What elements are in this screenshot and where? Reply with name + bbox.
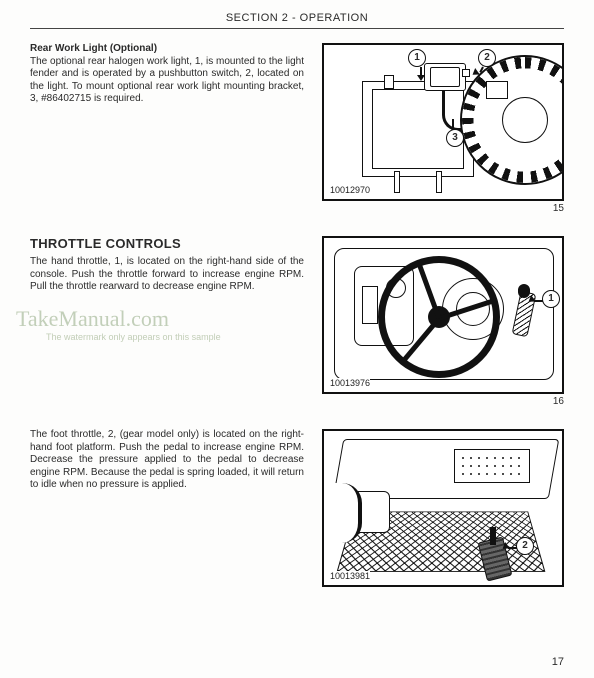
body-throttle-controls: The hand throttle, 1, is located on the … — [30, 256, 304, 294]
figure-16-id: 10013976 — [330, 378, 370, 388]
figure-15-col: 1 2 3 10012970 15 — [322, 43, 564, 214]
callout-2-foot: 2 — [516, 537, 534, 555]
text-col-1: Rear Work Light (Optional) The optional … — [30, 43, 304, 214]
block-throttle-controls: THROTTLE CONTROLS The hand throttle, 1, … — [30, 236, 564, 407]
figure-16: 1 10013976 — [322, 236, 564, 394]
callout-1-throttle: 1 — [542, 290, 560, 308]
callout-1: 1 — [408, 49, 426, 67]
callout-2: 2 — [478, 49, 496, 67]
figure-16-col: 1 10013976 16 — [322, 236, 564, 407]
text-col-3: The foot throttle, 2, (gear model only) … — [30, 429, 304, 587]
page-number: 17 — [552, 656, 564, 668]
figure-15-number: 15 — [553, 203, 564, 214]
heading-rear-work-light: Rear Work Light (Optional) — [30, 43, 157, 54]
figure-15: 1 2 3 10012970 — [322, 43, 564, 201]
section-header: SECTION 2 - OPERATION — [30, 12, 564, 29]
body-foot-throttle: The foot throttle, 2, (gear model only) … — [30, 429, 304, 492]
figure-17-col: 2 10013981 — [322, 429, 564, 587]
block-rear-work-light: Rear Work Light (Optional) The optional … — [30, 43, 564, 214]
text-col-2: THROTTLE CONTROLS The hand throttle, 1, … — [30, 236, 304, 407]
body-rear-work-light: The optional rear halogen work light, 1,… — [30, 56, 304, 106]
figure-16-number: 16 — [553, 396, 564, 407]
figure-17-id: 10013981 — [330, 571, 370, 581]
heading-throttle-controls: THROTTLE CONTROLS — [30, 236, 304, 252]
figure-17: 2 10013981 — [322, 429, 564, 587]
callout-3: 3 — [446, 129, 464, 147]
figure-15-id: 10012970 — [330, 185, 370, 195]
block-foot-throttle: The foot throttle, 2, (gear model only) … — [30, 429, 564, 587]
